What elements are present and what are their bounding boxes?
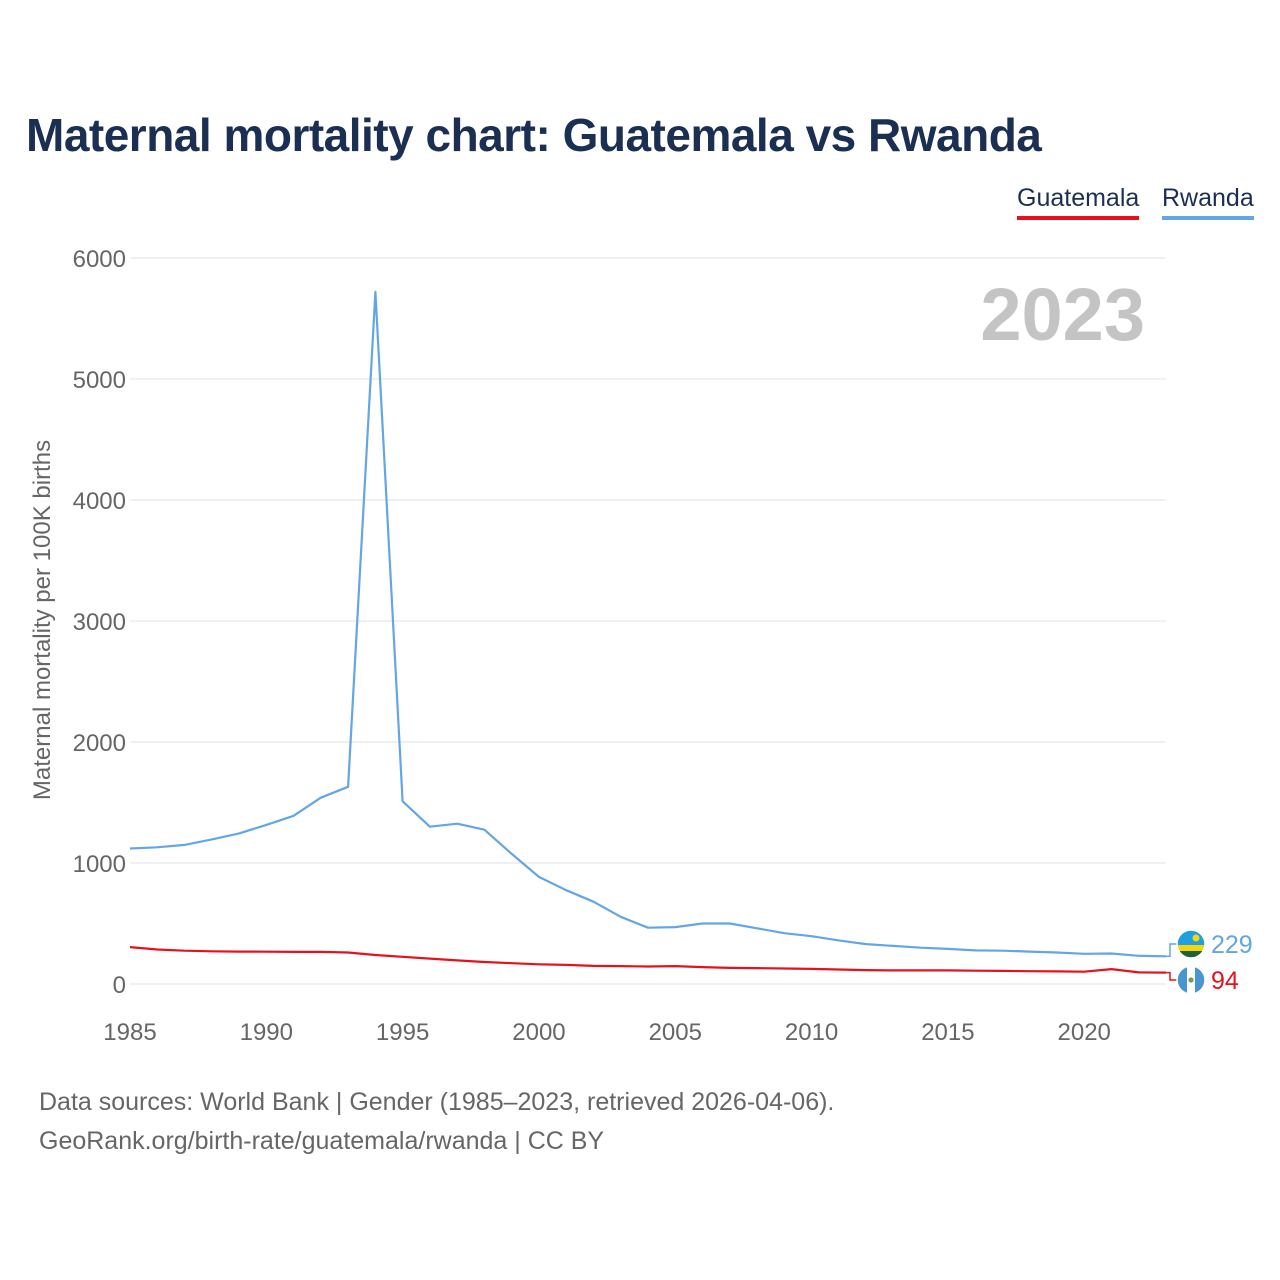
- x-tick-label: 2005: [649, 1019, 702, 1046]
- y-tick-label: 4000: [73, 488, 126, 515]
- series-line-rwanda: [129, 290, 1167, 958]
- x-tick-label: 1985: [103, 1019, 156, 1046]
- connector-guatemala: [1166, 971, 1178, 981]
- x-axis-ticks: 1985 1990 1995 2000 2005 2010 2015 2020: [103, 1019, 1111, 1046]
- x-tick-label: 2010: [785, 1019, 838, 1046]
- legend-item-rwanda[interactable]: Rwanda: [1162, 184, 1254, 220]
- year-label: 2023: [980, 273, 1145, 356]
- data-source-note: Data sources: World Bank | Gender (1985–…: [39, 1088, 835, 1116]
- y-axis-label: Maternal mortality per 100K births: [29, 440, 56, 800]
- legend-item-guatemala[interactable]: Guatemala: [1017, 184, 1140, 220]
- grid-lines: [130, 257, 1166, 985]
- credit-link[interactable]: GeoRank.org/birth-rate/guatemala/rwanda …: [39, 1127, 605, 1155]
- x-tick-label: 1995: [376, 1019, 429, 1046]
- series-lines: [129, 290, 1167, 974]
- flag-rwanda-icon: [1176, 929, 1206, 959]
- y-tick-label: 6000: [73, 246, 126, 273]
- y-tick-label: 2000: [73, 730, 126, 757]
- x-tick-label: 2020: [1058, 1019, 1111, 1046]
- x-tick-label: 2000: [512, 1019, 565, 1046]
- end-value-label-rwanda: 229: [1211, 931, 1253, 959]
- series-line-guatemala: [129, 946, 1167, 974]
- end-value-label-guatemala: 94: [1211, 967, 1239, 995]
- flag-guatemala-icon: [1176, 965, 1206, 995]
- y-axis-ticks: 0 1000 2000 3000 4000 5000 6000: [73, 246, 126, 999]
- y-tick-label: 3000: [73, 609, 126, 636]
- y-tick-label: 1000: [73, 851, 126, 878]
- connector-rwanda: [1166, 943, 1178, 958]
- x-tick-label: 1990: [240, 1019, 293, 1046]
- x-tick-label: 2015: [921, 1019, 974, 1046]
- chart-title: Maternal mortality chart: Guatemala vs R…: [26, 109, 1042, 161]
- y-tick-label: 0: [113, 972, 126, 999]
- y-tick-label: 5000: [73, 367, 126, 394]
